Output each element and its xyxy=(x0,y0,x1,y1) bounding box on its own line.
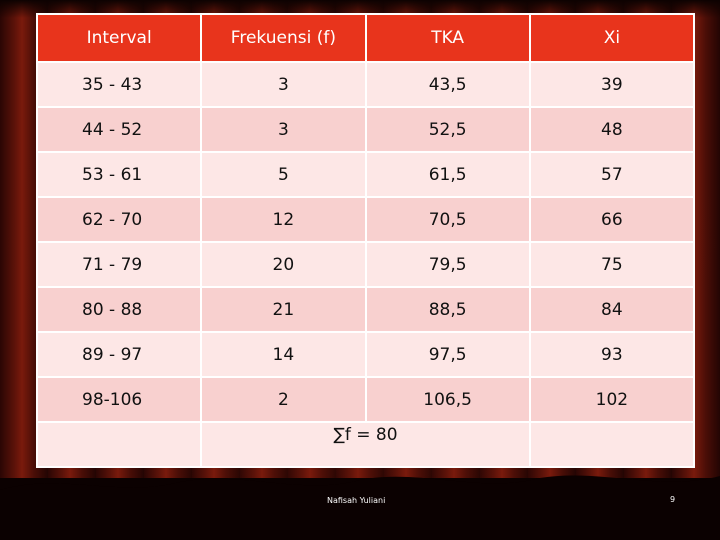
header-interval: Interval xyxy=(35,13,203,63)
cell-xi: 66 xyxy=(528,196,696,243)
cell-frequency: 3 xyxy=(200,61,367,108)
table-row: 98-106 2 106,5 102 xyxy=(35,376,696,423)
cell-interval: 44 - 52 xyxy=(35,106,203,153)
cell-interval: 98-106 xyxy=(35,376,203,423)
footer-author: Nafisah Yuliani xyxy=(327,496,386,505)
cell-interval: 53 - 61 xyxy=(35,151,203,198)
cell-tka: 52,5 xyxy=(364,106,531,153)
sum-empty-cell xyxy=(528,421,696,468)
cell-tka: 88,5 xyxy=(364,286,531,333)
cell-interval: 35 - 43 xyxy=(35,61,203,108)
cell-xi: 75 xyxy=(528,241,696,288)
table-row: 71 - 79 20 79,5 75 xyxy=(35,241,696,288)
cell-tka: 43,5 xyxy=(364,61,531,108)
stage-floor xyxy=(0,475,720,540)
cell-xi: 48 xyxy=(528,106,696,153)
table-row: 35 - 43 3 43,5 39 xyxy=(35,61,696,108)
sum-frequency-label: ∑f = 80 xyxy=(333,425,398,445)
cell-frequency: 2 xyxy=(200,376,367,423)
cell-interval: 71 - 79 xyxy=(35,241,203,288)
cell-xi: 57 xyxy=(528,151,696,198)
cell-tka: 106,5 xyxy=(364,376,531,423)
cell-interval: 89 - 97 xyxy=(35,331,203,378)
cell-frequency: 5 xyxy=(200,151,367,198)
cell-tka: 61,5 xyxy=(364,151,531,198)
header-xi: Xi xyxy=(528,13,696,63)
cell-frequency: 20 xyxy=(200,241,367,288)
header-frequency: Frekuensi (f) xyxy=(200,13,367,63)
cell-frequency: 14 xyxy=(200,331,367,378)
table-header-row: Interval Frekuensi (f) TKA Xi xyxy=(35,13,696,63)
table-row: 53 - 61 5 61,5 57 xyxy=(35,151,696,198)
slide-page-number: 9 xyxy=(670,495,676,504)
cell-frequency: 3 xyxy=(200,106,367,153)
cell-xi: 39 xyxy=(528,61,696,108)
header-tka: TKA xyxy=(364,13,531,63)
cell-frequency: 12 xyxy=(200,196,367,243)
table-row: 89 - 97 14 97,5 93 xyxy=(35,331,696,378)
cell-xi: 102 xyxy=(528,376,696,423)
sum-frequency-cell: ∑f = 80 xyxy=(200,421,531,468)
floor-fringe-shape xyxy=(0,475,720,508)
cell-tka: 70,5 xyxy=(364,196,531,243)
cell-xi: 93 xyxy=(528,331,696,378)
table-row: 44 - 52 3 52,5 48 xyxy=(35,106,696,153)
cell-frequency: 21 xyxy=(200,286,367,333)
sum-empty-cell xyxy=(35,421,203,468)
cell-tka: 97,5 xyxy=(364,331,531,378)
cell-tka: 79,5 xyxy=(364,241,531,288)
table-row: 62 - 70 12 70,5 66 xyxy=(35,196,696,243)
sum-row: ∑f = 80 xyxy=(35,421,696,468)
cell-xi: 84 xyxy=(528,286,696,333)
cell-interval: 80 - 88 xyxy=(35,286,203,333)
cell-interval: 62 - 70 xyxy=(35,196,203,243)
frequency-table: Interval Frekuensi (f) TKA Xi 35 - 43 3 … xyxy=(35,13,696,468)
frequency-table-container: Interval Frekuensi (f) TKA Xi 35 - 43 3 … xyxy=(35,13,696,468)
table-row: 80 - 88 21 88,5 84 xyxy=(35,286,696,333)
